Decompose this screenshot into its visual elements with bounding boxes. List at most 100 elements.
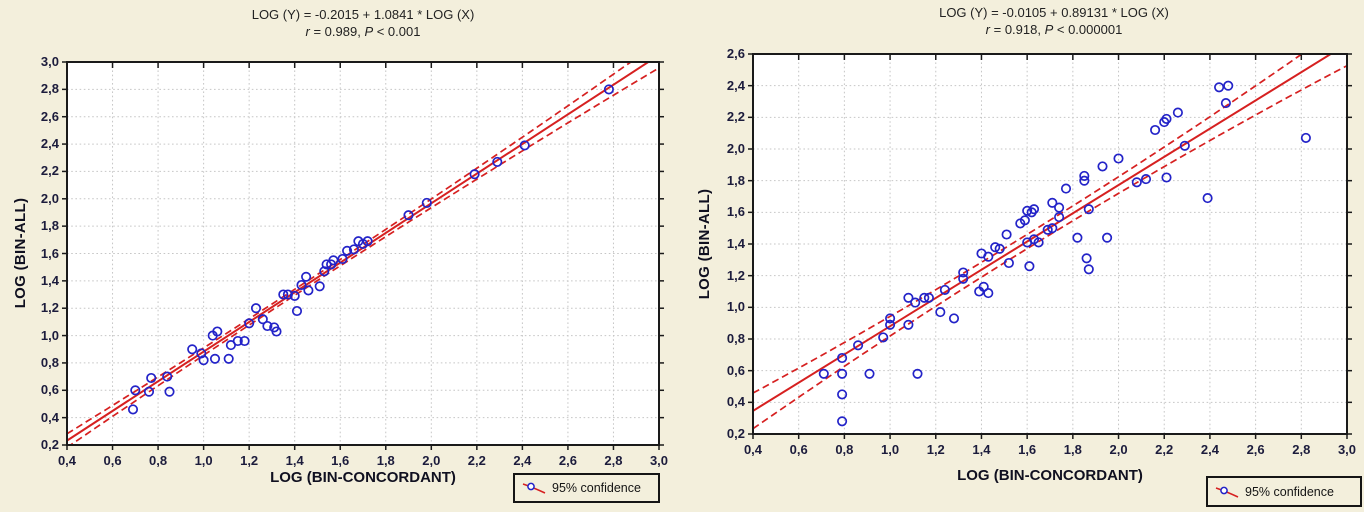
x-tick-label: 3,0 bbox=[1337, 442, 1357, 457]
data-point bbox=[990, 242, 1001, 253]
p-value: < 0.001 bbox=[373, 24, 421, 39]
data-point bbox=[1083, 264, 1094, 275]
data-point bbox=[912, 368, 923, 379]
data-point bbox=[1081, 253, 1092, 264]
data-point bbox=[978, 281, 989, 292]
data-point bbox=[421, 197, 432, 208]
data-point bbox=[362, 236, 373, 247]
data-point bbox=[1042, 224, 1053, 235]
data-point bbox=[994, 243, 1005, 254]
data-point bbox=[837, 368, 848, 379]
y-tick-label: 0,8 bbox=[726, 331, 745, 346]
y-tick-label: 1,8 bbox=[726, 172, 745, 188]
data-point bbox=[469, 169, 480, 180]
regression-stats: r = 0.989, P < 0.001 bbox=[67, 23, 659, 40]
y-tick-label: 0,8 bbox=[40, 354, 59, 370]
data-point bbox=[212, 326, 223, 337]
x-tick-label: 1,0 bbox=[881, 442, 900, 457]
data-point bbox=[837, 389, 848, 400]
x-tick-label: 0,8 bbox=[149, 453, 168, 468]
data-point bbox=[130, 385, 141, 396]
y-tick-label: 3,0 bbox=[40, 54, 59, 69]
x-tick-label: 1,2 bbox=[926, 442, 945, 457]
x-axis-label: LOG (BIN-CONCORDANT) bbox=[957, 467, 1143, 484]
x-tick-label: 2,8 bbox=[1292, 442, 1311, 457]
data-point bbox=[187, 344, 198, 355]
scatter-plot bbox=[748, 53, 1352, 439]
x-tick-label: 1,8 bbox=[1063, 442, 1082, 457]
data-point bbox=[519, 140, 530, 151]
data-point bbox=[492, 156, 503, 167]
y-tick-label: 0,6 bbox=[726, 362, 745, 378]
data-point bbox=[198, 355, 209, 366]
data-point bbox=[1172, 107, 1183, 118]
regression-line bbox=[753, 54, 1333, 412]
y-tick-label: 2,6 bbox=[726, 46, 745, 61]
r-value: = 0.989, bbox=[309, 24, 365, 39]
data-point bbox=[1161, 113, 1172, 124]
data-point bbox=[1072, 232, 1083, 243]
data-point bbox=[923, 292, 934, 303]
data-point bbox=[403, 210, 414, 221]
data-point bbox=[337, 253, 348, 265]
data-point bbox=[348, 244, 359, 255]
x-tick-label: 2,8 bbox=[604, 453, 623, 468]
y-tick-label: 1,0 bbox=[726, 299, 745, 315]
data-point bbox=[303, 285, 314, 296]
data-point bbox=[983, 288, 994, 299]
y-tick-label: 0,2 bbox=[40, 437, 59, 452]
x-tick-label: 1,2 bbox=[240, 453, 259, 468]
y-tick-label: 0,4 bbox=[40, 409, 59, 425]
x-tick-label: 1,4 bbox=[285, 453, 304, 468]
data-point bbox=[1223, 80, 1234, 91]
confidence-band-upper bbox=[753, 54, 1304, 394]
chart-title: LOG (Y) = -0.2015 + 1.0841 * LOG (X) r =… bbox=[67, 6, 659, 40]
y-tick-label: 0,4 bbox=[726, 394, 745, 410]
data-point bbox=[948, 313, 960, 324]
data-point bbox=[958, 267, 969, 278]
y-tick-label: 1,6 bbox=[40, 245, 59, 261]
data-point bbox=[1028, 204, 1040, 215]
legend: 95% confidence bbox=[1206, 476, 1362, 507]
data-point bbox=[1220, 98, 1231, 109]
x-tick-label: 1,0 bbox=[194, 453, 213, 468]
x-tick-label: 0,6 bbox=[103, 453, 122, 468]
y-tick-label: 2,4 bbox=[726, 77, 745, 93]
data-point bbox=[223, 353, 234, 364]
y-tick-label: 0,6 bbox=[40, 382, 59, 398]
data-point bbox=[1054, 212, 1065, 223]
regression-equation: LOG (Y) = -0.0105 + 0.89131 * LOG (X) bbox=[939, 5, 1169, 20]
data-point bbox=[1079, 170, 1090, 181]
confidence-line-icon bbox=[1215, 486, 1239, 498]
data-point bbox=[1140, 174, 1152, 185]
x-tick-label: 1,6 bbox=[1018, 442, 1037, 457]
x-tick-label: 1,4 bbox=[972, 442, 991, 457]
data-point bbox=[919, 292, 930, 303]
p-symbol: P bbox=[364, 24, 374, 39]
y-tick-label: 2,4 bbox=[40, 136, 59, 152]
data-point bbox=[262, 320, 273, 332]
r-symbol: r bbox=[985, 22, 991, 37]
data-point bbox=[1001, 229, 1012, 240]
y-tick-label: 2,0 bbox=[726, 141, 745, 156]
data-point bbox=[250, 303, 262, 314]
data-point bbox=[983, 251, 994, 262]
data-point bbox=[1202, 193, 1213, 204]
legend-label: 95% confidence bbox=[1245, 484, 1334, 499]
data-point bbox=[1047, 223, 1058, 234]
data-point bbox=[885, 313, 896, 324]
data-point bbox=[1102, 232, 1113, 243]
data-point bbox=[1300, 132, 1311, 143]
regression-equation: LOG (Y) = -0.2015 + 1.0841 * LOG (X) bbox=[251, 7, 475, 22]
y-tick-label: 2,2 bbox=[40, 163, 59, 179]
data-point bbox=[127, 404, 139, 415]
x-tick-label: 2,2 bbox=[1155, 442, 1174, 457]
x-tick-label: 0,4 bbox=[743, 442, 763, 457]
data-point bbox=[903, 319, 914, 330]
p-symbol: P bbox=[1044, 22, 1054, 37]
data-point bbox=[1131, 177, 1142, 188]
data-point bbox=[1003, 257, 1014, 269]
y-tick-label: 2,6 bbox=[40, 108, 59, 124]
data-point bbox=[818, 368, 829, 379]
